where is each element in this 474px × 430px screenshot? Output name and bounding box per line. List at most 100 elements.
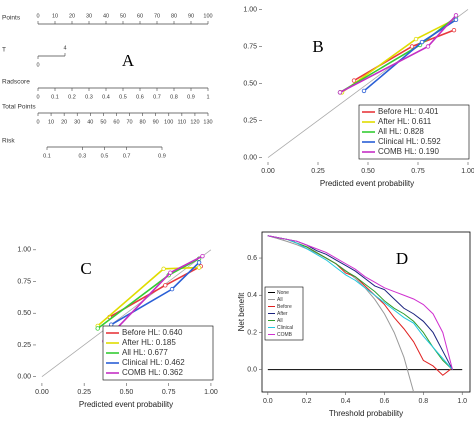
tick-label: 100	[203, 13, 212, 19]
y-tick-label: 0.4	[247, 292, 257, 299]
x-tick-label: 0.50	[120, 389, 134, 396]
tick-label: 60	[137, 13, 143, 19]
tick-label: 30	[74, 119, 80, 125]
plot-area	[41, 249, 212, 377]
legend-label: After HL: 0.185	[122, 338, 176, 347]
tick-label: 0.5	[119, 94, 127, 100]
x-tick-label: 1.00	[204, 389, 218, 396]
legend-label: Before	[277, 304, 292, 310]
row-label: Points	[2, 15, 21, 22]
point	[453, 13, 459, 18]
y-tick-label: 0.2	[247, 329, 257, 336]
y-tick-label: 1.00	[17, 247, 31, 254]
legend-box	[358, 104, 470, 160]
row-label: Risk	[2, 138, 15, 145]
legend-label: Before HL: 0.401	[378, 107, 439, 116]
legend-label: Clinical HL: 0.592	[378, 137, 441, 146]
x-tick-label: 0.2	[302, 398, 312, 405]
tick-label: 60	[113, 119, 119, 125]
point	[409, 44, 415, 49]
legend-label: All	[277, 297, 283, 303]
x-tick-label: 0.6	[380, 398, 390, 405]
tick-label: 0.6	[136, 94, 144, 100]
legend-label: COMB HL: 0.362	[122, 368, 183, 377]
tick-label: 0	[36, 62, 39, 68]
plot-area	[267, 235, 463, 392]
tick-label: 50	[100, 119, 106, 125]
series-line	[110, 261, 200, 326]
panel-label: D	[396, 249, 408, 268]
series-line	[97, 257, 200, 330]
tick-label: 0	[36, 13, 39, 19]
tick-label: 0.1	[43, 153, 51, 159]
point	[453, 17, 459, 23]
x-tick-label: 0.75	[411, 168, 425, 175]
x-tick-label: 0.25	[311, 168, 325, 175]
tick-label: 0.7	[123, 153, 131, 159]
point	[163, 283, 168, 288]
tick-label: 120	[190, 119, 199, 125]
tick-label: 0.9	[158, 153, 166, 159]
tick-label: 30	[86, 13, 92, 19]
point	[451, 27, 457, 33]
legend-label: Clinical	[277, 325, 293, 331]
legend-label: COMB HL: 0.190	[378, 147, 439, 156]
legend-label: All HL: 0.828	[378, 127, 424, 136]
tick-label: 1	[206, 94, 209, 100]
y-tick-label: 0.75	[243, 43, 257, 50]
legend-label: Before HL: 0.640	[122, 328, 183, 337]
reference-diagonal	[41, 249, 212, 377]
tick-label: 0.3	[78, 153, 86, 159]
tick-label: 80	[140, 119, 146, 125]
x-tick-label: 0.4	[341, 398, 351, 405]
row-label: Radscore	[2, 79, 30, 86]
panel-label: B	[312, 37, 323, 56]
legend-label: After	[277, 311, 288, 317]
y-tick-label: 0.50	[17, 310, 31, 317]
series-line	[267, 235, 453, 371]
row-label: Total Points	[2, 104, 36, 111]
tick-label: 50	[120, 13, 126, 19]
x-tick-label: 0.75	[162, 389, 176, 396]
y-tick-label: 0.25	[243, 117, 257, 124]
point	[196, 265, 202, 270]
x-tick-label: 0.50	[361, 168, 375, 175]
legend-label: COMB	[277, 332, 293, 338]
tick-label: 0.3	[85, 94, 93, 100]
point	[425, 44, 431, 49]
point	[200, 253, 205, 259]
tick-label: 0	[36, 119, 39, 125]
series-line	[267, 235, 453, 370]
y-tick-label: 0.50	[243, 80, 257, 87]
x-tick-label: 0.0	[263, 398, 273, 405]
tick-label: 0.5	[101, 153, 109, 159]
tick-label: 100	[164, 119, 173, 125]
x-tick-label: 1.0	[457, 398, 467, 405]
y-tick-label: 0.0	[247, 367, 257, 374]
x-tick-label: 0.8	[418, 398, 428, 405]
legend-label: None	[277, 290, 289, 296]
y-tick-label: 0.25	[17, 342, 31, 349]
x-tick-label: 0.00	[261, 168, 275, 175]
tick-label: 0.2	[68, 94, 76, 100]
point	[95, 326, 100, 331]
x-axis-title: Predicted event probability	[320, 179, 414, 188]
point	[361, 88, 367, 94]
point	[168, 270, 173, 275]
point	[196, 260, 202, 265]
y-tick-label: 0.00	[243, 154, 257, 161]
tick-label: 0.1	[51, 94, 59, 100]
tick-label: 70	[154, 13, 160, 19]
x-axis-title: Threshold probability	[329, 409, 403, 418]
tick-label: 20	[61, 119, 67, 125]
tick-label: 0.7	[153, 94, 161, 100]
y-tick-label: 1.00	[243, 6, 257, 13]
panel-label: A	[122, 51, 135, 70]
tick-label: 10	[48, 119, 54, 125]
point	[161, 266, 166, 272]
plot-area	[267, 9, 469, 158]
tick-label: 0.9	[187, 94, 195, 100]
x-tick-label: 1.00	[461, 168, 474, 175]
tick-label: 40	[87, 119, 93, 125]
legend-label: Clinical HL: 0.462	[122, 358, 185, 367]
